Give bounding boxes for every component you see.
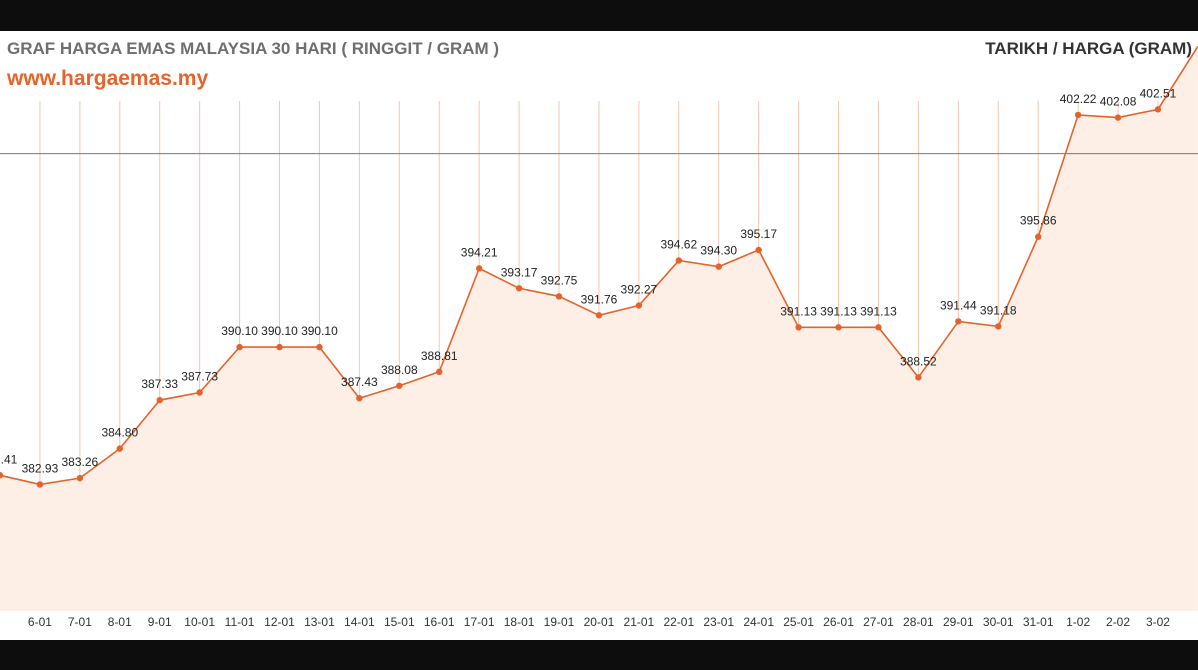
x-tick-label: 29-01 [943, 615, 974, 629]
data-label: 382.93 [22, 461, 59, 475]
data-point [515, 285, 523, 292]
data-point [436, 368, 443, 376]
data-label: 394.21 [461, 245, 498, 259]
data-point [156, 396, 163, 404]
x-tick-label: 3-02 [1146, 615, 1170, 629]
x-tick-label: 10-01 [184, 615, 215, 629]
x-tick-label: 12-01 [264, 615, 295, 629]
data-point [276, 343, 283, 351]
x-tick-label: 28-01 [903, 615, 934, 629]
data-point [635, 302, 643, 309]
x-tick-label: 9-01 [148, 615, 172, 629]
x-tick-label: 14-01 [344, 615, 375, 629]
data-label: 387.43 [341, 375, 378, 389]
data-point [875, 324, 882, 331]
x-tick-label: 8-01 [108, 615, 132, 629]
data-label: 392.27 [621, 283, 658, 297]
data-label: 402.51 [1140, 86, 1177, 100]
data-point [396, 382, 403, 389]
x-tick-label: 13-01 [304, 615, 335, 629]
data-label: 395.17 [740, 227, 777, 241]
x-tick-label: 2-02 [1106, 615, 1130, 629]
data-label: 391.44 [940, 298, 977, 312]
data-label: 391.13 [860, 304, 897, 318]
data-point [715, 263, 722, 270]
data-point [76, 474, 84, 482]
data-point [955, 318, 962, 325]
data-point [236, 343, 243, 351]
data-point [36, 481, 44, 488]
data-point [555, 293, 563, 300]
data-point [1114, 114, 1122, 121]
data-label: 384.80 [101, 426, 138, 440]
data-label: 394.30 [700, 244, 737, 258]
data-point [795, 324, 802, 331]
x-tick-label: 18-01 [504, 615, 535, 629]
x-tick-label: 30-01 [983, 615, 1014, 629]
data-label: 391.18 [980, 303, 1017, 317]
x-tick-label: 16-01 [424, 615, 455, 629]
data-label: 395.86 [1020, 214, 1057, 228]
data-label: 393.17 [501, 265, 538, 279]
data-label: 388.08 [381, 363, 418, 377]
data-label: 391.13 [820, 304, 857, 318]
x-tick-label: 6-01 [28, 615, 52, 629]
x-tick-label: 22-01 [663, 615, 694, 629]
data-label: 388.52 [900, 354, 937, 368]
x-tick-label: 24-01 [743, 615, 774, 629]
x-tick-label: 23-01 [703, 615, 734, 629]
data-label: 388.81 [421, 349, 458, 363]
x-tick-label: 17-01 [464, 615, 495, 629]
data-point [835, 324, 842, 331]
x-tick-label: 20-01 [584, 615, 615, 629]
data-label: 394.62 [660, 238, 697, 252]
data-point [755, 246, 762, 254]
data-point [0, 472, 4, 479]
x-tick-label: 19-01 [544, 615, 575, 629]
data-point [915, 374, 922, 381]
data-point [475, 265, 483, 272]
x-tick-label: 1-02 [1066, 615, 1090, 629]
data-point [995, 323, 1002, 330]
x-tick-label: 7-01 [68, 615, 92, 629]
x-tick-label: 21-01 [624, 615, 655, 629]
data-label: 392.75 [541, 273, 578, 287]
data-point [116, 445, 123, 452]
data-label: 402.08 [1100, 95, 1137, 109]
x-tick-label: 25-01 [783, 615, 814, 629]
data-point [1034, 233, 1042, 240]
data-label: 387.33 [141, 377, 178, 391]
x-tick-label: 31-01 [1023, 615, 1054, 629]
data-label: 391.13 [780, 304, 817, 318]
x-tick-label: 26-01 [823, 615, 854, 629]
data-label: 390.10 [221, 324, 258, 338]
data-label: 391.76 [581, 292, 618, 306]
chart-frame: .41 382.93 383.26 384.80 387.33 387.73 390.10 3… [0, 31, 1198, 640]
data-label: 387.73 [181, 369, 218, 383]
data-point [316, 343, 323, 351]
data-point [675, 257, 683, 264]
area-fill [0, 46, 1198, 611]
chart-title: GRAF HARGA EMAS MALAYSIA 30 HARI ( RINGG… [7, 39, 500, 58]
data-point [1074, 111, 1082, 119]
data-label: 383.26 [62, 455, 99, 469]
data-point [1154, 106, 1162, 113]
x-tick-label: 27-01 [863, 615, 894, 629]
data-point [196, 389, 203, 396]
data-point [595, 312, 603, 319]
x-tick-label: 15-01 [384, 615, 415, 629]
data-point [356, 395, 363, 402]
legend-title: TARIKH / HARGA (GRAM) [985, 39, 1192, 58]
website-link[interactable]: www.hargaemas.my [7, 67, 209, 90]
data-label: .41 [1, 452, 18, 466]
x-tick-label: 11-01 [225, 615, 255, 629]
data-label: 402.22 [1060, 92, 1097, 106]
data-label: 390.10 [301, 324, 338, 338]
data-label: 390.10 [261, 324, 298, 338]
